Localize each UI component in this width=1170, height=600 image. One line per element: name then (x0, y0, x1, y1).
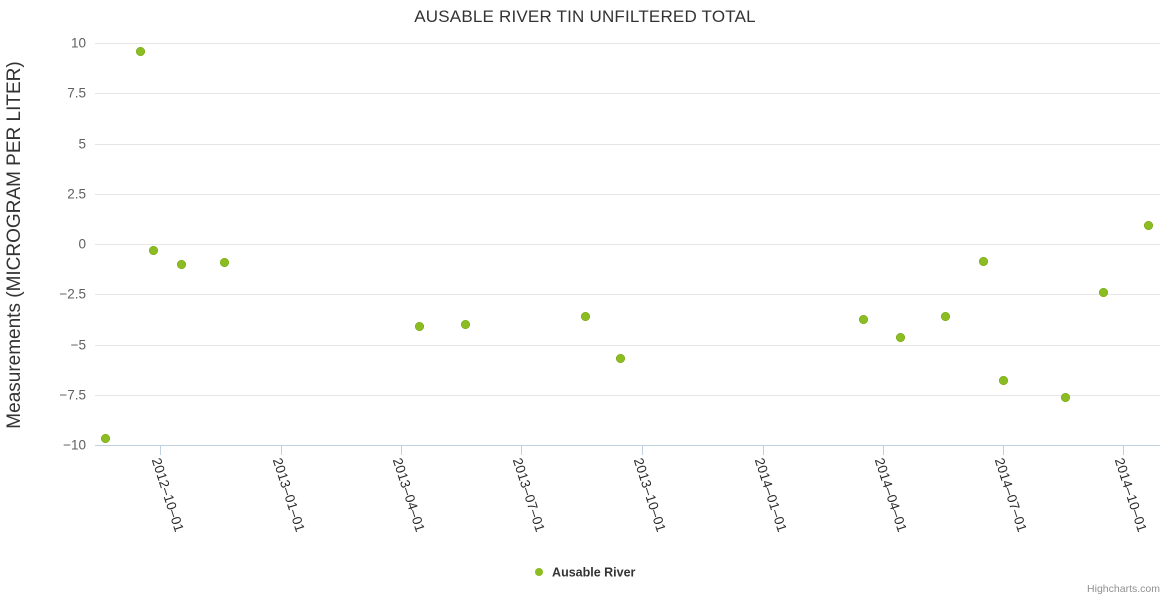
x-axis-tick-label: 2014–01–01 (752, 456, 790, 534)
data-point[interactable] (1099, 288, 1108, 297)
data-point[interactable] (941, 312, 950, 321)
x-axis-tick (401, 446, 402, 455)
x-axis-tick-label: 2014–04–01 (872, 456, 910, 534)
legend-item-ausable-river[interactable]: Ausable River (535, 565, 636, 580)
data-point[interactable] (616, 354, 625, 363)
data-point[interactable] (136, 47, 145, 56)
data-point[interactable] (581, 312, 590, 321)
x-axis-tick-label: 2014–07–01 (992, 456, 1030, 534)
y-axis-tick-label: 0 (18, 237, 86, 252)
y-axis-tick-label: −5 (18, 337, 86, 352)
credits-link[interactable]: Highcharts.com (1087, 583, 1160, 595)
x-axis-tick-label: 2012–10–01 (149, 456, 187, 534)
y-axis-tick-label: −7.5 (18, 387, 86, 402)
x-axis-tick (521, 446, 522, 455)
x-axis-tick (281, 446, 282, 455)
x-axis-tick-label: 2013–04–01 (390, 456, 428, 534)
highcharts-container: AUSABLE RIVER TIN UNFILTERED TOTAL Measu… (0, 0, 1170, 600)
data-point[interactable] (1061, 393, 1070, 402)
x-axis-tick (160, 446, 161, 455)
x-axis-tick (883, 446, 884, 455)
plot-area (95, 43, 1160, 445)
data-point[interactable] (999, 376, 1008, 385)
data-point[interactable] (177, 260, 186, 269)
x-axis-tick-label: 2013–07–01 (510, 456, 548, 534)
data-point[interactable] (896, 333, 905, 342)
data-point[interactable] (1144, 221, 1153, 230)
data-point[interactable] (101, 434, 110, 443)
chart-title: AUSABLE RIVER TIN UNFILTERED TOTAL (0, 7, 1170, 27)
y-axis-tick-label: −2.5 (18, 287, 86, 302)
y-axis-tick-label: 10 (18, 36, 86, 51)
x-axis-tick-label: 2014–10–01 (1112, 456, 1150, 534)
x-axis-tick-label: 2013–10–01 (631, 456, 669, 534)
legend-item-label: Ausable River (552, 566, 635, 580)
data-point[interactable] (859, 315, 868, 324)
data-point[interactable] (149, 246, 158, 255)
legend-marker-icon (535, 568, 543, 576)
data-point[interactable] (461, 320, 470, 329)
x-axis-line (95, 445, 1160, 446)
x-axis-tick (1123, 446, 1124, 455)
x-axis-tick (763, 446, 764, 455)
y-axis-tick-label: −10 (18, 438, 86, 453)
x-axis-tick (1003, 446, 1004, 455)
y-axis-tick-label: 5 (18, 136, 86, 151)
y-axis-tick-label: 7.5 (18, 86, 86, 101)
x-axis-tick-label: 2013–01–01 (270, 456, 308, 534)
y-axis-tick-label: 2.5 (18, 186, 86, 201)
x-axis-tick (642, 446, 643, 455)
data-point[interactable] (220, 258, 229, 267)
data-point[interactable] (979, 257, 988, 266)
chart-legend: Ausable River (0, 563, 1170, 581)
data-point[interactable] (415, 322, 424, 331)
